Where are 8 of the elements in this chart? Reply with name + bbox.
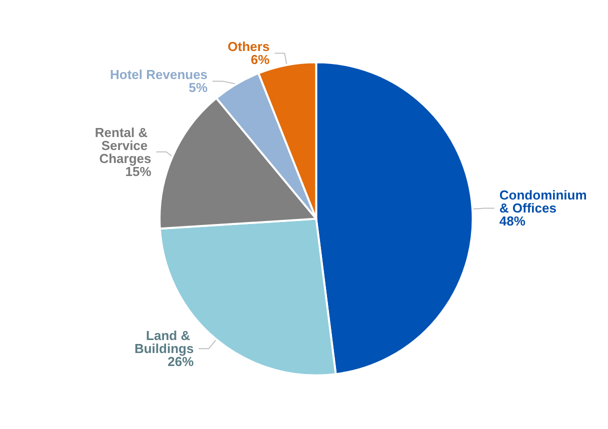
data-label: 48% (499, 214, 526, 229)
slice-label: Others (228, 39, 270, 54)
slice-label: Rental & Service Charges (94, 124, 152, 166)
slice-label: Land & Buildings (134, 328, 194, 356)
slice-label: Condominium & Offices (499, 188, 590, 216)
data-label: 5% (188, 80, 208, 96)
data-label: 6% (250, 52, 270, 68)
slice-label: Hotel Revenues (110, 67, 208, 82)
